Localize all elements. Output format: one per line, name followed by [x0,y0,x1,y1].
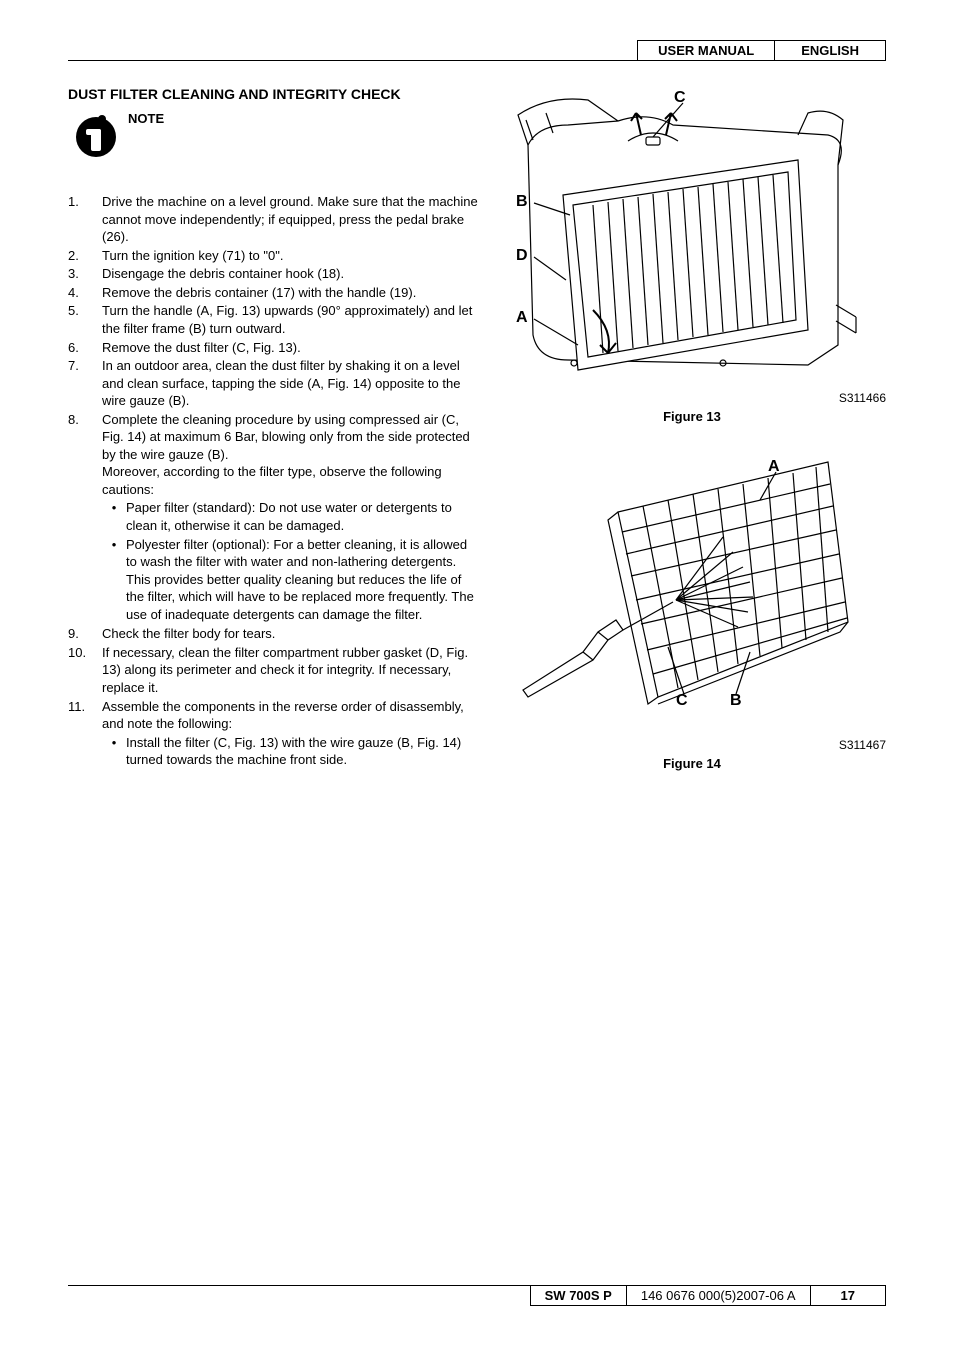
step-item: Turn the ignition key (71) to "0". [68,247,478,265]
fig14-label-a: A [768,458,780,476]
step-item: Complete the cleaning procedure by using… [68,411,478,625]
figure-14-svg [498,442,858,732]
footer-page: 17 [811,1286,886,1306]
sub-item: Install the filter (C, Fig. 13) with the… [102,734,478,769]
footer-code: 146 0676 000(5)2007-06 A [627,1286,811,1306]
fig13-label-c: C [674,89,686,107]
fig14-label-c: C [676,692,688,710]
fig13-label-a: A [516,309,528,327]
footer-model: SW 700S P [530,1286,627,1306]
step-text: Moreover, according to the filter type, … [102,463,478,498]
step-item: If necessary, clean the filter compartme… [68,644,478,697]
fig13-id: S311466 [498,391,886,405]
info-icon [72,109,120,157]
figure-13-svg [498,85,858,385]
fig13-label-d: D [516,247,528,265]
step-item: In an outdoor area, clean the dust filte… [68,357,478,410]
page-footer: SW 700S P 146 0676 000(5)2007-06 A 17 [68,1285,886,1306]
step-text: Disengage the debris container hook (18)… [102,265,478,283]
fig14-caption: Figure 14 [498,756,886,771]
sub-list: Paper filter (standard): Do not use wate… [102,499,478,623]
step-text: Check the filter body for tears. [102,625,478,643]
figure-13: C B D A [498,85,886,385]
step-item: Drive the machine on a level ground. Mak… [68,193,478,246]
sub-list: Install the filter (C, Fig. 13) with the… [102,734,478,769]
fig14-label-b: B [730,692,742,710]
sub-item: Polyester filter (optional): For a bette… [102,536,478,624]
sub-text: Polyester filter (optional): For a bette… [126,536,478,624]
step-text: Turn the ignition key (71) to "0". [102,247,478,265]
step-text: Complete the cleaning procedure by using… [102,411,478,464]
step-text: Remove the debris container (17) with th… [102,284,478,302]
fig13-caption: Figure 13 [498,409,886,424]
section-title: DUST FILTER CLEANING AND INTEGRITY CHECK [68,85,478,103]
header-language: ENGLISH [774,40,886,60]
step-item: Disengage the debris container hook (18)… [68,265,478,283]
step-item: Check the filter body for tears. [68,625,478,643]
step-text: If necessary, clean the filter compartme… [102,644,478,697]
step-item: Assemble the components in the reverse o… [68,698,478,770]
sub-item: Paper filter (standard): Do not use wate… [102,499,478,534]
step-text: In an outdoor area, clean the dust filte… [102,357,478,410]
step-item: Turn the handle (A, Fig. 13) upwards (90… [68,302,478,337]
note-block: NOTE [72,109,478,157]
step-item: Remove the dust filter (C, Fig. 13). [68,339,478,357]
fig14-id: S311467 [498,738,886,752]
fig13-label-b: B [516,193,528,211]
step-text: Remove the dust filter (C, Fig. 13). [102,339,478,357]
step-text: Assemble the components in the reverse o… [102,698,478,733]
step-text: Turn the handle (A, Fig. 13) upwards (90… [102,302,478,337]
step-text: Drive the machine on a level ground. Mak… [102,193,478,246]
header-title: USER MANUAL [637,40,774,60]
page-top-header: USER MANUAL ENGLISH [68,40,886,61]
sub-text: Paper filter (standard): Do not use wate… [126,499,478,534]
step-item: Remove the debris container (17) with th… [68,284,478,302]
figure-14: A C B [498,442,886,732]
sub-text: Install the filter (C, Fig. 13) with the… [126,734,478,769]
steps-list: Drive the machine on a level ground. Mak… [68,193,478,770]
note-label: NOTE [128,111,164,126]
